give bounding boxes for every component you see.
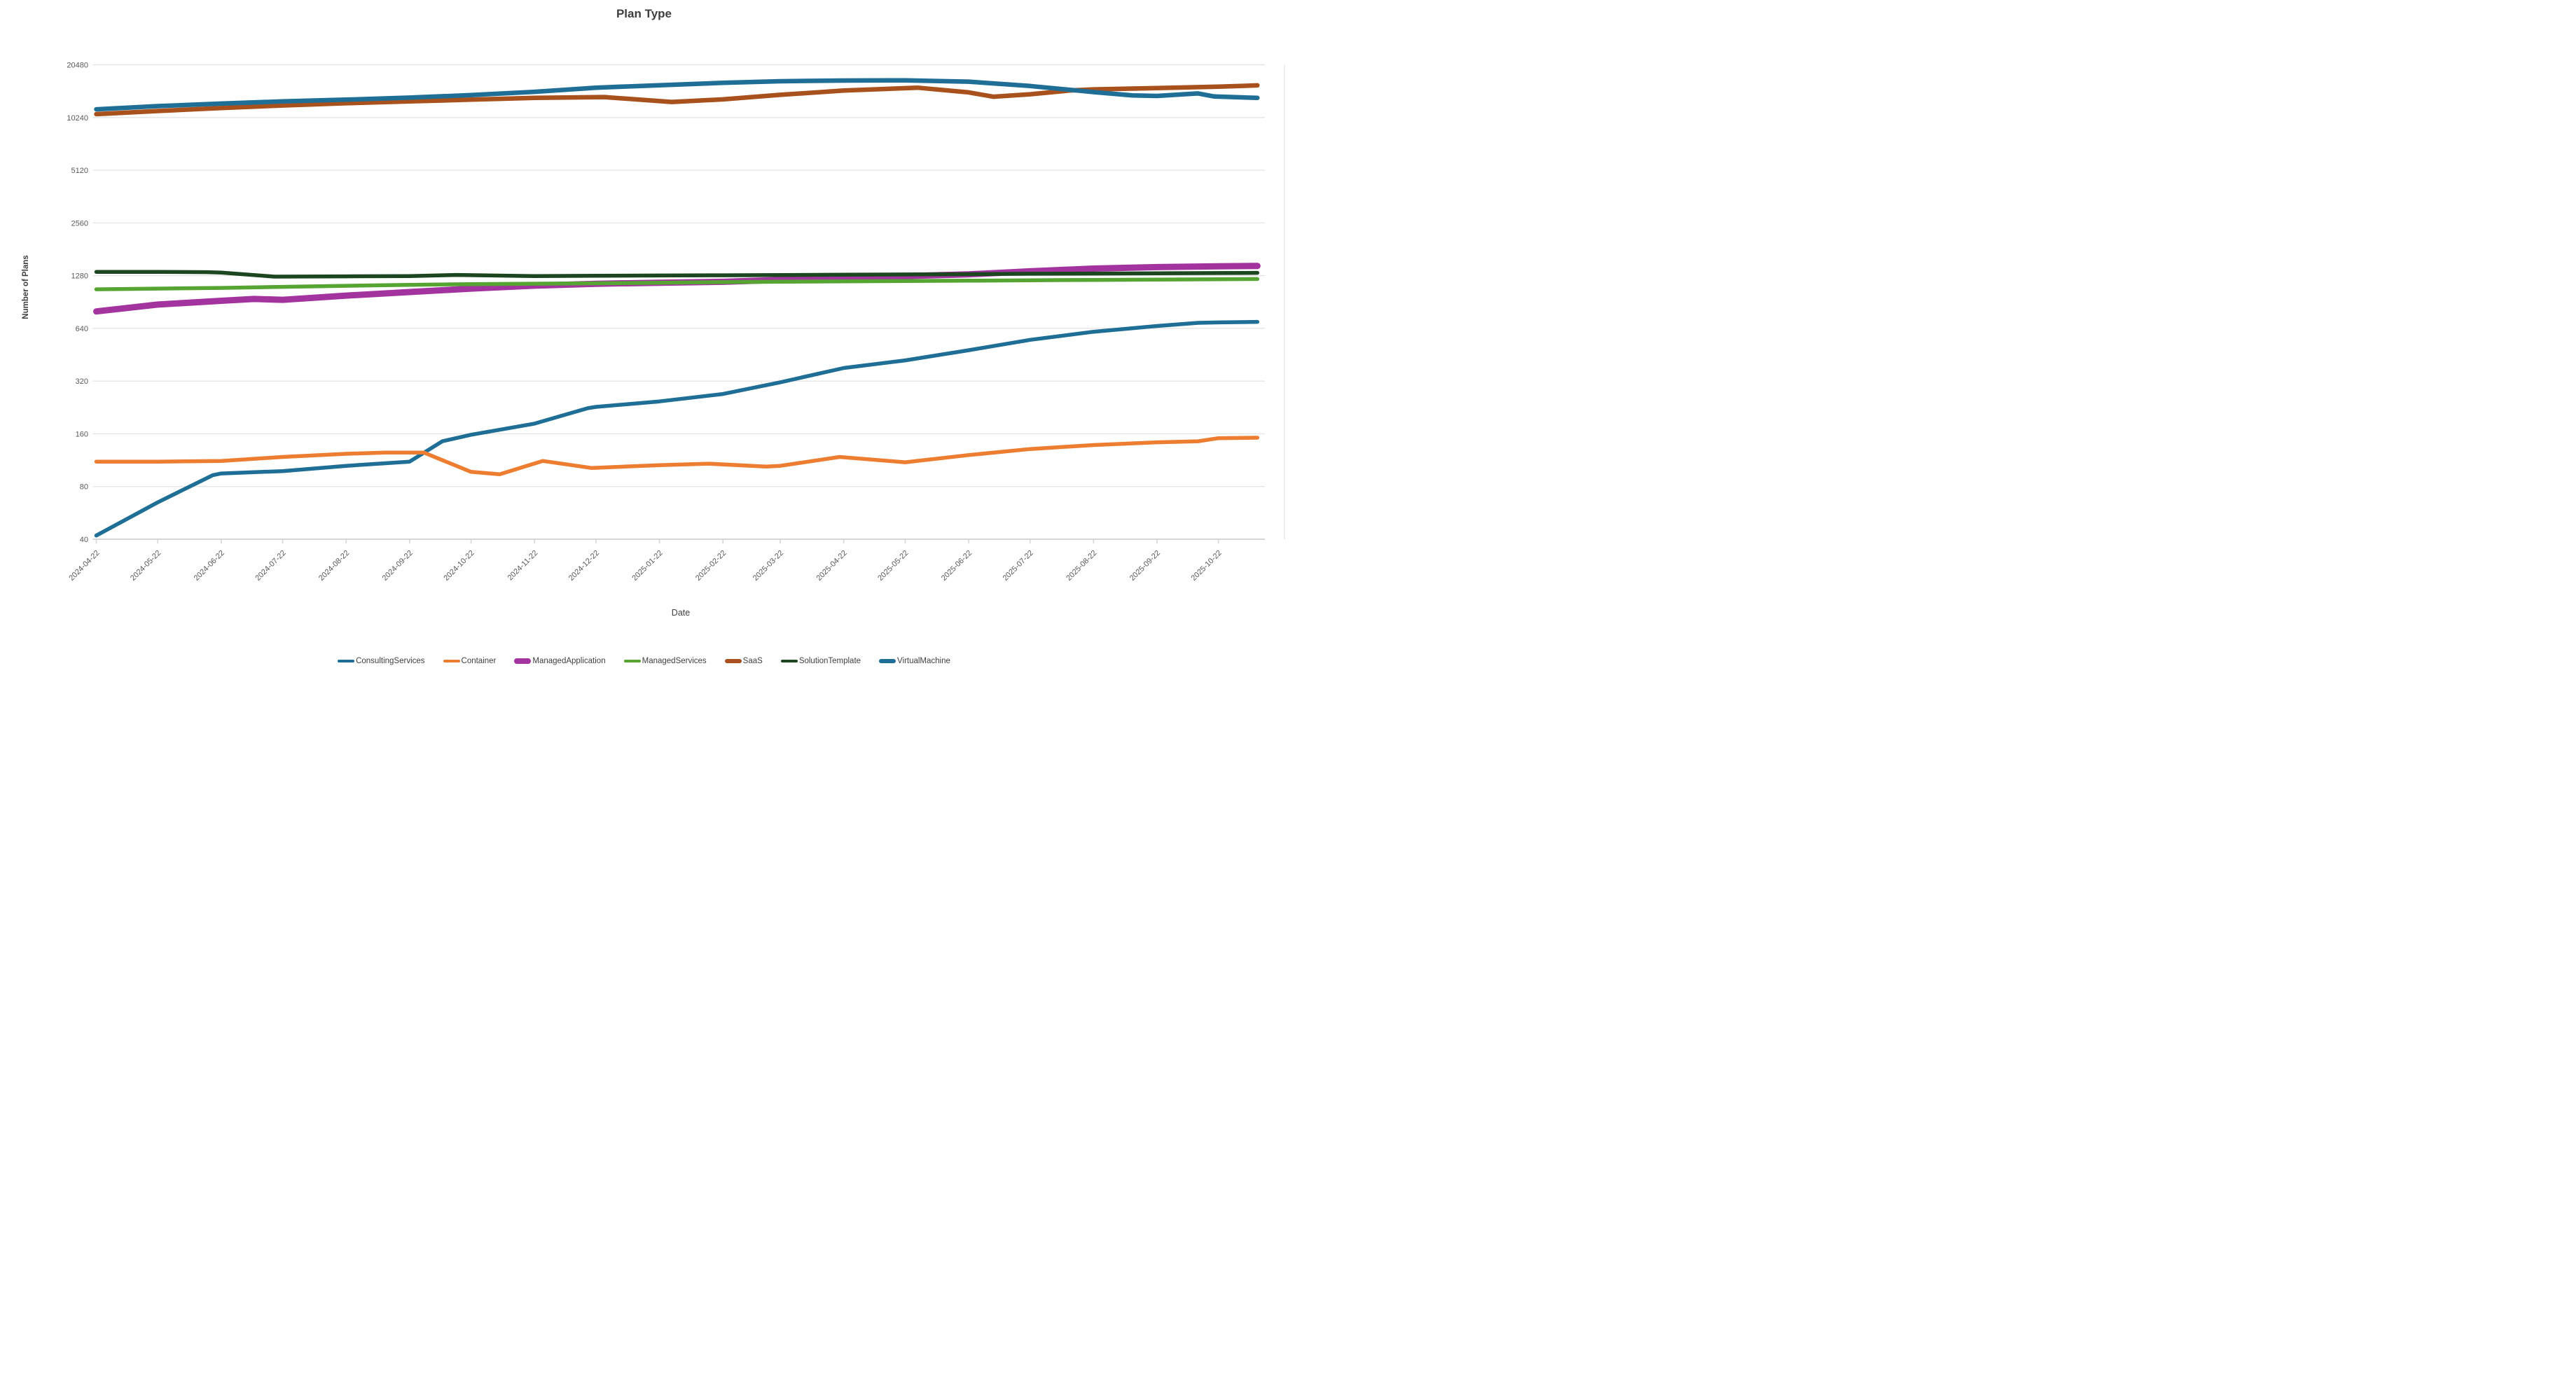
x-tick-label: 2025-06-22 (940, 549, 974, 583)
y-tick-label: 1280 (71, 272, 88, 281)
legend-item-SaaS[interactable]: SaaS (724, 657, 763, 665)
chart-canvas: 20480 10240 5120 2560 1280 640 320 160 80 40 2024-… (67, 62, 1285, 583)
legend-item-ManagedServices[interactable]: ManagedServices (623, 657, 707, 665)
legend-item-ConsultingServices[interactable]: ConsultingServices (338, 657, 425, 665)
y-tick-label: 20480 (67, 62, 88, 70)
y-tick-label: 5120 (71, 167, 88, 175)
x-tick-label: 2024-07-22 (254, 549, 287, 583)
legend-swatch-icon (514, 658, 532, 664)
x-tick-label: 2025-09-22 (1128, 549, 1162, 583)
legend-label: Container (461, 657, 497, 665)
x-tick-label: 2025-05-22 (876, 549, 910, 583)
x-tick-label: 2024-09-22 (381, 549, 415, 583)
legend-swatch-icon (879, 659, 896, 663)
legend-label: VirtualMachine (897, 657, 950, 665)
x-tick-label: 2024-05-22 (129, 549, 162, 583)
chart-title: Plan Type (616, 7, 672, 20)
legend-swatch-icon (724, 659, 742, 663)
series-line-Container (94, 436, 1260, 476)
x-tick-label: 2024-08-22 (317, 549, 351, 583)
x-tick-label: 2025-04-22 (815, 549, 849, 583)
legend-swatch-icon (338, 659, 355, 663)
x-axis-title: Date (671, 608, 691, 618)
y-tick-label: 10240 (67, 114, 88, 123)
legend-label: SaaS (742, 657, 763, 665)
legend-item-ManagedApplication[interactable]: ManagedApplication (514, 657, 606, 665)
legend-label: ConsultingServices (356, 657, 425, 665)
legend-swatch-icon (443, 659, 460, 663)
y-tick-label: 160 (76, 430, 88, 438)
x-tick-label: 2025-07-22 (1002, 549, 1035, 583)
x-tick-label: 2025-08-22 (1065, 549, 1098, 583)
legend-item-Container[interactable]: Container (443, 657, 497, 665)
x-tick-label: 2025-03-22 (752, 549, 785, 583)
legend-swatch-icon (623, 659, 641, 663)
legend-label: SolutionTemplate (798, 657, 861, 665)
y-tick-label: 2560 (71, 219, 88, 228)
legend-label: ManagedServices (642, 657, 707, 665)
x-tick-label: 2024-11-22 (506, 549, 540, 583)
legend-label: ManagedApplication (532, 657, 606, 665)
series-line-VirtualMachine (94, 78, 1260, 112)
legend-swatch-icon (780, 659, 798, 663)
legend-item-SolutionTemplate[interactable]: SolutionTemplate (780, 657, 861, 665)
y-tick-label: 640 (76, 325, 88, 333)
x-tick-label: 2025-01-22 (630, 549, 664, 583)
x-tick-label: 2025-02-22 (694, 549, 728, 583)
series-line-SolutionTemplate (94, 270, 1260, 279)
series-line-ConsultingServices (94, 319, 1260, 538)
legend: ConsultingServices Container ManagedApplic… (0, 657, 1288, 665)
x-tick-label: 2024-04-22 (67, 549, 101, 583)
series-line-ManagedServices (94, 277, 1260, 291)
y-tick-label: 40 (80, 536, 88, 544)
x-tick-label: 2024-06-22 (193, 549, 226, 583)
x-tick-label: 2024-12-22 (567, 549, 601, 583)
y-axis-title: Number of Plans (22, 255, 30, 319)
x-tick-label: 2024-10-22 (442, 549, 476, 583)
y-tick-label: 80 (80, 483, 88, 492)
x-tick-label: 2025-10-22 (1190, 549, 1224, 583)
y-tick-label: 320 (76, 377, 88, 386)
legend-item-VirtualMachine[interactable]: VirtualMachine (879, 657, 950, 665)
